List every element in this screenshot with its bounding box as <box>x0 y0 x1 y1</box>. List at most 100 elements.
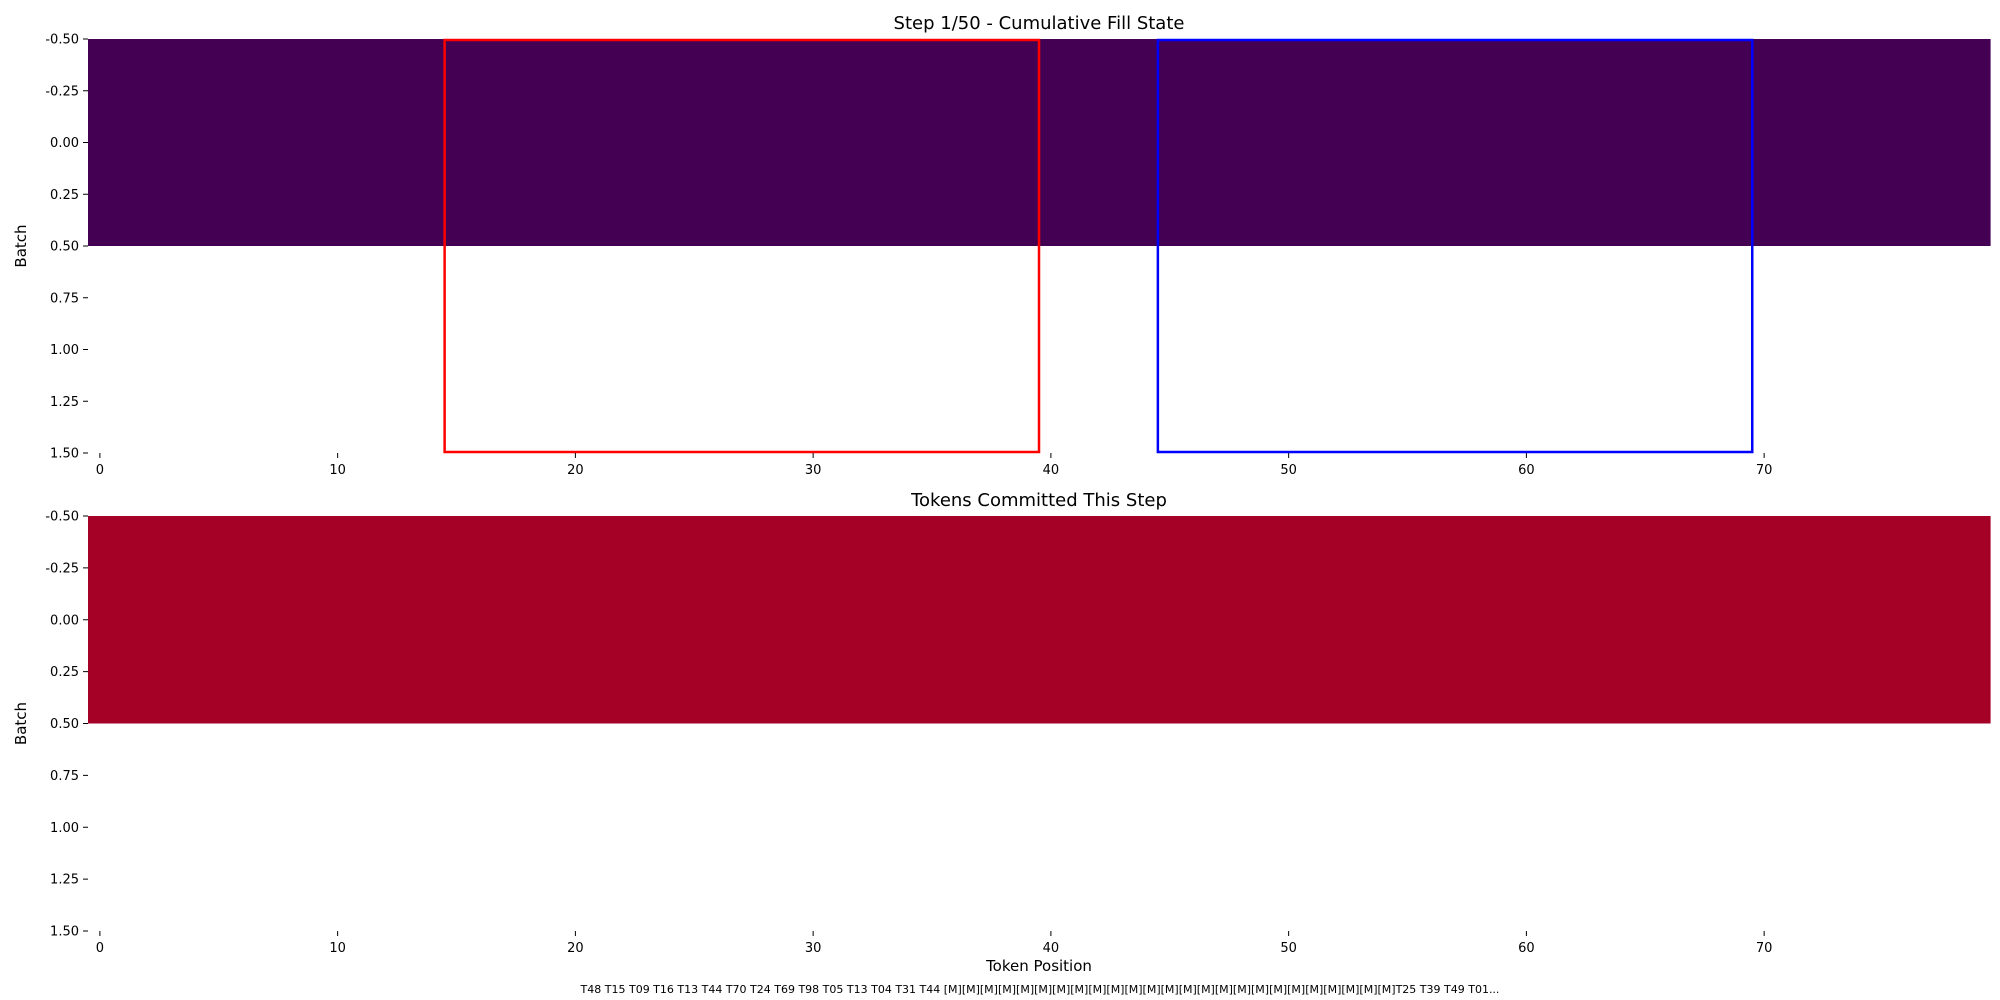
tokens-committed-cell <box>1157 516 1183 724</box>
fill-state-x-ticks: 0 10 20 30 40 50 60 70 <box>96 453 1772 478</box>
tokens-committed-y-tick-label: 0.75 <box>50 769 79 784</box>
tokens-committed-y-tick-label: 1.25 <box>50 873 79 888</box>
tokens-committed-cell <box>325 516 351 724</box>
tokens-committed-cell <box>1680 516 1706 724</box>
fill-state-y-tick-label: 1.25 <box>50 395 79 410</box>
fill-state-cell <box>991 39 1016 246</box>
fill-state-cell <box>1229 39 1254 246</box>
fill-state-cell <box>1942 39 1967 246</box>
fill-state-cell <box>1728 39 1753 246</box>
tokens-committed-cell <box>1704 516 1730 724</box>
tokens-committed-cell <box>1918 516 1944 724</box>
tokens-committed-cell <box>1252 516 1278 724</box>
fill-state-x-tick-label: 20 <box>567 463 584 478</box>
tokens-committed-cell <box>1205 516 1230 724</box>
tokens-committed-cell <box>1894 516 1920 724</box>
fill-state-cell <box>825 39 850 246</box>
tokens-committed-cell <box>1039 516 1064 724</box>
tokens-committed-cell <box>1276 516 1302 724</box>
tokens-committed-cell <box>1728 516 1753 724</box>
tokens-committed-cell <box>1514 516 1539 724</box>
fill-state-cell <box>1823 39 1848 246</box>
fill-state-cell <box>1514 39 1539 246</box>
tokens-committed-cell <box>563 516 588 724</box>
tokens-committed-x-tick-label: 30 <box>805 941 822 956</box>
fill-state-cell <box>1680 39 1706 246</box>
tokens-committed-cell <box>825 516 850 724</box>
fill-state-cell <box>1538 39 1563 246</box>
fill-state-cell <box>183 39 208 246</box>
tokens-committed-cell <box>1086 516 1111 724</box>
fill-state-cell <box>1205 39 1230 246</box>
fill-state-y-tick-label: 1.00 <box>50 343 79 358</box>
tokens-committed-cell <box>896 516 921 724</box>
fill-state-y-tick-label: 0.00 <box>50 136 79 151</box>
tokens-committed-cell <box>1799 516 1825 724</box>
tokens-committed-x-tick-label: 60 <box>1518 941 1535 956</box>
tokens-committed-x-tick-label: 10 <box>329 941 346 956</box>
fill-state-x-tick-label: 0 <box>96 463 104 478</box>
tokens-committed-y-tick-label: 1.00 <box>50 821 79 836</box>
fill-state-cell <box>1300 39 1325 246</box>
tokens-committed-cell <box>991 516 1016 724</box>
fill-state-cell <box>349 39 374 246</box>
fill-state-cell <box>1704 39 1730 246</box>
fill-state-region-blue <box>1156 38 1754 454</box>
fill-state-cell <box>1490 39 1516 246</box>
fill-state-x-tick-label: 50 <box>1280 463 1297 478</box>
tokens-committed-cell <box>1134 516 1159 724</box>
fill-state-y-tick-label: -0.25 <box>45 84 79 99</box>
fill-state-cell <box>1657 39 1682 246</box>
tokens-committed-cell <box>1062 516 1088 724</box>
fill-state-cell <box>1609 39 1634 246</box>
tokens-committed-cell <box>135 516 160 724</box>
tokens-committed-y-tick-label: -0.50 <box>45 510 79 525</box>
tokens-committed-cell <box>1847 516 1872 724</box>
fill-state-cell <box>278 39 303 246</box>
tokens-committed-x-tick-label: 20 <box>567 941 584 956</box>
tokens-committed-cell <box>967 516 993 724</box>
tokens-committed-cell <box>658 516 683 724</box>
fill-state-cell <box>634 39 660 246</box>
fill-state-cell <box>1633 39 1658 246</box>
fill-state-cell <box>896 39 921 246</box>
fill-state-cell <box>1443 39 1468 246</box>
tokens-committed-cell <box>682 516 707 724</box>
fill-state-cell <box>492 39 517 246</box>
tokens-committed-cell <box>1776 516 1801 724</box>
fill-state-cell <box>373 39 398 246</box>
fill-state-x-tick-label: 10 <box>329 463 346 478</box>
fill-state-cell <box>1752 39 1777 246</box>
fill-state-cell <box>872 39 897 246</box>
tokens-committed-cell <box>753 516 779 724</box>
tokens-committed-cell <box>539 516 565 724</box>
fill-state-cell <box>206 39 232 246</box>
fill-state-cell <box>420 39 446 246</box>
fill-state-cell <box>1776 39 1801 246</box>
fill-state-cell <box>1419 39 1444 246</box>
tokens-committed-cell <box>515 516 541 724</box>
tokens-committed-x-tick-label: 40 <box>1043 941 1060 956</box>
tokens-committed-cell <box>801 516 826 724</box>
tokens-committed-cell <box>1015 516 1040 724</box>
tokens-committed-cell <box>206 516 232 724</box>
fill-state-cell <box>1062 39 1088 246</box>
fill-state-x-tick-label: 60 <box>1518 463 1535 478</box>
fill-state-cell <box>539 39 565 246</box>
fill-state-cell <box>1871 39 1896 246</box>
tokens-committed-title: Tokens Committed This Step <box>910 490 1167 511</box>
fill-state-cell <box>848 39 874 246</box>
fill-state-cell <box>1157 39 1183 246</box>
tokens-committed-cell <box>468 516 493 724</box>
tokens-committed-heatmap-panel: Tokens Committed This Step Batch Token P… <box>12 490 1991 975</box>
fill-state-cell <box>301 39 327 246</box>
tokens-committed-x-tick-label: 50 <box>1280 941 1297 956</box>
tokens-committed-cell <box>230 516 256 724</box>
fill-state-cell <box>88 39 113 246</box>
tokens-committed-cell <box>349 516 374 724</box>
fill-state-x-tick-label: 40 <box>1043 463 1060 478</box>
tokens-committed-cell <box>301 516 327 724</box>
tokens-committed-cell <box>397 516 422 724</box>
fill-state-cell <box>943 39 969 246</box>
fill-state-cell <box>753 39 779 246</box>
